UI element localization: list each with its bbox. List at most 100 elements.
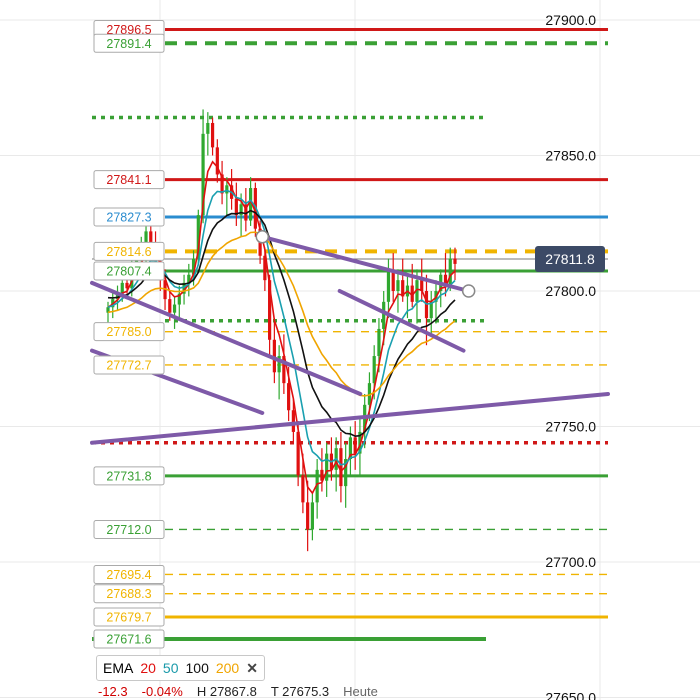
- ema-50-line: [107, 189, 456, 466]
- level-label: 27695.4: [106, 568, 151, 582]
- trendline[interactable]: [90, 280, 363, 396]
- candle-body: [168, 299, 172, 313]
- level-label: 27827.3: [106, 211, 151, 225]
- price-tick-label: 27800.0: [545, 283, 596, 299]
- candle-body: [149, 231, 153, 243]
- level-label-box[interactable]: [93, 355, 165, 375]
- level-label-box[interactable]: [93, 322, 165, 342]
- candle-body: [348, 437, 353, 460]
- price-tick-label: 27700.0: [545, 554, 596, 570]
- level-label-box[interactable]: [93, 33, 165, 53]
- level-label-box[interactable]: [93, 466, 165, 486]
- candle-body: [377, 328, 381, 357]
- candle-body: [106, 307, 110, 313]
- legend-item-20[interactable]: 20: [140, 660, 156, 676]
- level-label-box[interactable]: [93, 607, 165, 627]
- candle-body: [301, 475, 305, 503]
- candle-body: [453, 258, 457, 264]
- level-label-box[interactable]: [93, 564, 165, 584]
- trendlines[interactable]: [90, 230, 610, 445]
- candle-body: [443, 274, 448, 286]
- candle-body: [187, 274, 191, 283]
- candle-body: [196, 215, 200, 259]
- level-label: 27712.0: [106, 523, 151, 537]
- level-label: 27785.0: [106, 325, 151, 339]
- status-bar: -12.3 -0.04% H 27867.8 T 27675.3 Heute: [98, 684, 378, 699]
- candle-body: [144, 231, 148, 251]
- low-value: T 27675.3: [270, 684, 330, 699]
- candle-body: [277, 356, 281, 373]
- ema-20-line: [107, 160, 456, 495]
- candle-body: [325, 453, 329, 481]
- candle-body: [382, 301, 386, 329]
- candle-body: [410, 285, 414, 302]
- candle-body: [320, 469, 324, 481]
- trendline[interactable]: [337, 289, 466, 353]
- candle-body: [191, 258, 196, 275]
- candle-body: [401, 280, 405, 297]
- candle-body: [296, 431, 300, 476]
- candle-body: [420, 280, 424, 291]
- candle-body: [263, 255, 267, 281]
- candle-body: [415, 280, 419, 302]
- price-tick-label: 27900.0: [545, 12, 596, 28]
- current-price-label: 27811.8: [545, 251, 595, 267]
- level-label: 27679.7: [106, 611, 151, 625]
- level-label: 27772.7: [106, 358, 151, 372]
- candle-body: [272, 339, 276, 373]
- price-tick-label: 27750.0: [545, 419, 596, 435]
- candle-body: [239, 204, 243, 216]
- close-icon[interactable]: ✕: [246, 659, 258, 676]
- candle-body: [391, 269, 395, 291]
- candle-body: [291, 410, 295, 432]
- trendline[interactable]: [260, 234, 471, 293]
- ema-100-line: [107, 209, 456, 438]
- legend-item-200[interactable]: 200: [215, 660, 240, 676]
- current-price-box: [535, 246, 605, 273]
- candle-body: [306, 502, 310, 530]
- candle-body: [125, 282, 129, 289]
- candle-body: [429, 301, 433, 319]
- level-label-box[interactable]: [93, 241, 165, 261]
- ema-200-line: [107, 231, 456, 397]
- candle-body: [244, 204, 248, 221]
- candle-body: [115, 293, 120, 300]
- level-label-box[interactable]: [93, 584, 165, 604]
- candle-body: [234, 198, 238, 216]
- ema-legend[interactable]: EMA 20 50 100 200 ✕: [96, 655, 265, 681]
- candle-body: [182, 282, 186, 294]
- candle-body: [225, 185, 229, 194]
- candle-body: [339, 448, 343, 487]
- level-label-box[interactable]: [93, 629, 165, 649]
- candle-body: [282, 356, 286, 384]
- change-percent: -0.04%: [141, 684, 183, 699]
- level-label-box[interactable]: [93, 207, 165, 227]
- legend-item-50[interactable]: 50: [162, 660, 179, 676]
- level-label: 27841.1: [106, 173, 151, 187]
- legend-item-100[interactable]: 100: [185, 660, 209, 676]
- level-label: 27807.4: [106, 264, 151, 278]
- level-label-box[interactable]: [93, 519, 165, 539]
- candle-body: [448, 258, 452, 286]
- price-tick-label: 27650.0: [545, 690, 596, 700]
- candle-body: [120, 282, 124, 294]
- trendline-handle[interactable]: [461, 284, 476, 298]
- level-label-box[interactable]: [93, 170, 165, 190]
- legend-label: EMA: [103, 660, 134, 676]
- session-label: Heute: [343, 684, 378, 699]
- trendline[interactable]: [90, 391, 610, 445]
- candle-body: [315, 469, 319, 503]
- candle-body: [172, 304, 177, 313]
- price-tick-label: 27850.0: [545, 148, 596, 164]
- candle-body: [372, 356, 376, 384]
- candle-body: [310, 502, 314, 530]
- level-label-box[interactable]: [93, 261, 165, 281]
- level-label: 27896.5: [106, 23, 151, 37]
- level-label: 27688.3: [106, 587, 151, 601]
- candle-body: [367, 383, 372, 405]
- change-value: -12.3: [98, 684, 128, 699]
- level-label: 27891.4: [106, 37, 151, 51]
- trendline-handle[interactable]: [255, 230, 270, 244]
